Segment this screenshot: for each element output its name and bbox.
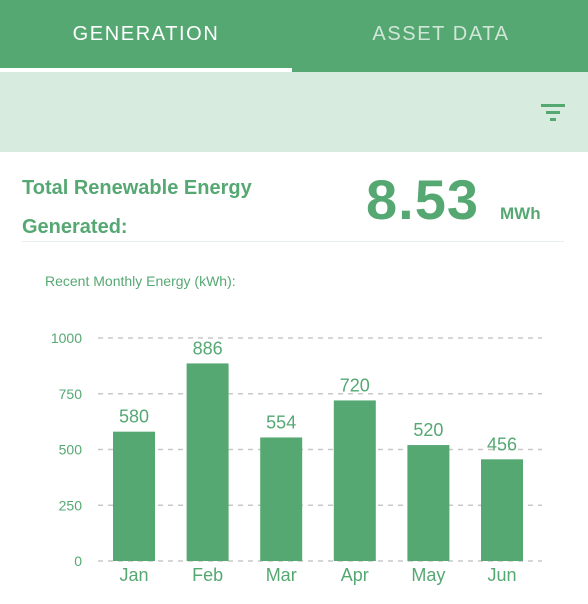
x-tick-label: May — [411, 565, 445, 585]
bar-may — [407, 445, 450, 561]
x-tick-label: Feb — [192, 565, 223, 585]
bar-jun — [481, 459, 523, 561]
bar-feb — [186, 363, 229, 561]
total-energy-section: Total Renewable Energy Generated: 8.53 M… — [0, 152, 588, 244]
y-tick-label: 1000 — [51, 330, 82, 346]
bar-apr — [333, 400, 376, 561]
total-energy-label: Total Renewable Energy Generated: — [22, 177, 252, 238]
monthly-energy-chart: 0 250 500 750 1000 580 Jan 886 Feb 554 Mar 720 Apr 52… — [51, 330, 542, 585]
bar-mar — [260, 437, 303, 561]
filter-bar — [0, 72, 588, 152]
x-tick-label: Mar — [266, 565, 297, 585]
tab-generation[interactable]: GENERATION — [72, 22, 220, 45]
section-divider — [22, 241, 564, 242]
bar-value-label: 520 — [413, 420, 443, 440]
total-energy-value: 8.53 — [366, 168, 479, 231]
y-tick-label: 750 — [59, 386, 83, 402]
tab-asset-data[interactable]: ASSET DATA — [372, 22, 510, 45]
bar-value-label: 554 — [266, 412, 296, 432]
bar-jan — [113, 431, 155, 561]
y-tick-label: 500 — [59, 442, 83, 458]
x-tick-label: Jan — [119, 565, 148, 585]
tab-bar: GENERATION ASSET DATA — [0, 0, 588, 72]
x-tick-label: Apr — [341, 565, 369, 585]
bar-value-label: 580 — [119, 407, 149, 427]
chart-title: Recent Monthly Energy (kWh): — [45, 273, 236, 289]
bar-value-label: 720 — [340, 375, 370, 395]
bar-value-label: 456 — [487, 434, 517, 454]
filter-icon — [541, 104, 565, 121]
active-tab-indicator — [0, 68, 292, 72]
x-tick-label: Jun — [487, 565, 516, 585]
bar-value-label: 886 — [193, 338, 223, 358]
filter-button[interactable] — [538, 98, 568, 126]
y-tick-label: 250 — [59, 497, 83, 513]
total-energy-unit: MWh — [500, 204, 541, 223]
y-tick-label: 0 — [74, 553, 82, 569]
